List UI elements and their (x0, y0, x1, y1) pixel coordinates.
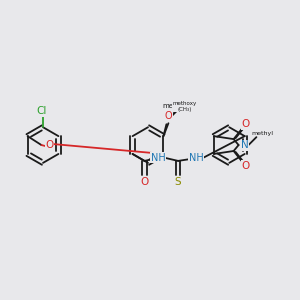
Text: methoxy
(CH₃): methoxy (CH₃) (172, 101, 196, 112)
Text: NH: NH (189, 153, 203, 163)
Text: NH: NH (151, 153, 166, 163)
Text: S: S (175, 177, 181, 187)
Text: O: O (45, 140, 53, 150)
Text: O: O (165, 111, 172, 121)
Text: O: O (242, 119, 250, 129)
Text: methyl: methyl (251, 131, 273, 136)
Text: O: O (165, 111, 172, 121)
Text: methoxy: methoxy (162, 103, 193, 109)
Text: O: O (140, 177, 148, 187)
Text: N: N (241, 140, 248, 150)
Text: Cl: Cl (37, 106, 47, 116)
Text: O: O (242, 161, 250, 171)
